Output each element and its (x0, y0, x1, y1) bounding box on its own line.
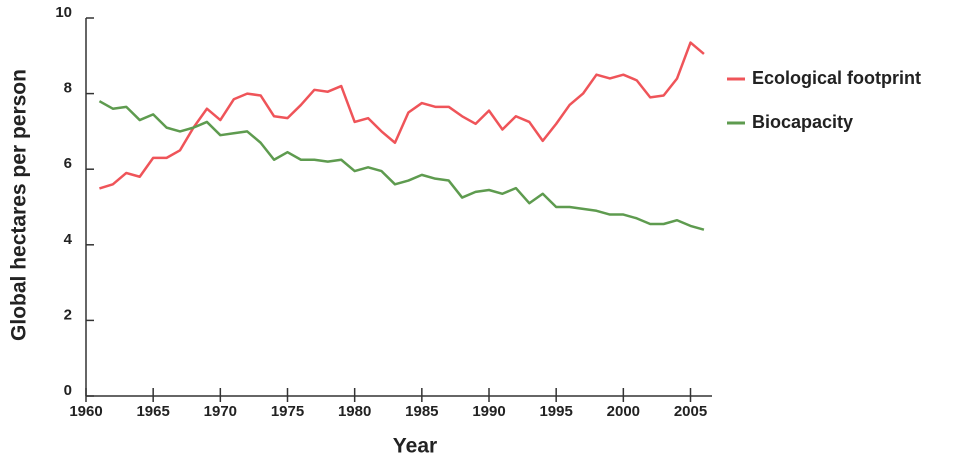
y-tick-label: 2 (64, 306, 72, 323)
x-tick-label: 2005 (674, 403, 707, 420)
y-tick-label: 10 (55, 4, 72, 21)
y-tick-label: 8 (64, 80, 72, 97)
x-axis-title: Year (393, 435, 437, 458)
x-tick-label: 1975 (271, 403, 304, 420)
x-tick-label: 1970 (204, 403, 237, 420)
x-tick-label: 1965 (136, 403, 169, 420)
legend-label: Biocapacity (752, 112, 853, 132)
series-line (99, 41, 705, 190)
y-tick-label: 0 (64, 382, 72, 399)
x-tick-label: 1980 (338, 403, 371, 420)
y-axis-title: Global hectares per person (8, 69, 31, 341)
x-tick-label: 1990 (472, 403, 505, 420)
x-tick-label: 1960 (69, 403, 102, 420)
y-tick-label: 6 (64, 155, 72, 172)
x-tick-label: 1995 (539, 403, 572, 420)
y-tick-label: 4 (64, 231, 73, 248)
x-tick-label: 1985 (405, 403, 438, 420)
series-line (98, 100, 705, 231)
x-tick-label: 2000 (607, 403, 640, 420)
legend-label: Ecological footprint (752, 68, 921, 88)
